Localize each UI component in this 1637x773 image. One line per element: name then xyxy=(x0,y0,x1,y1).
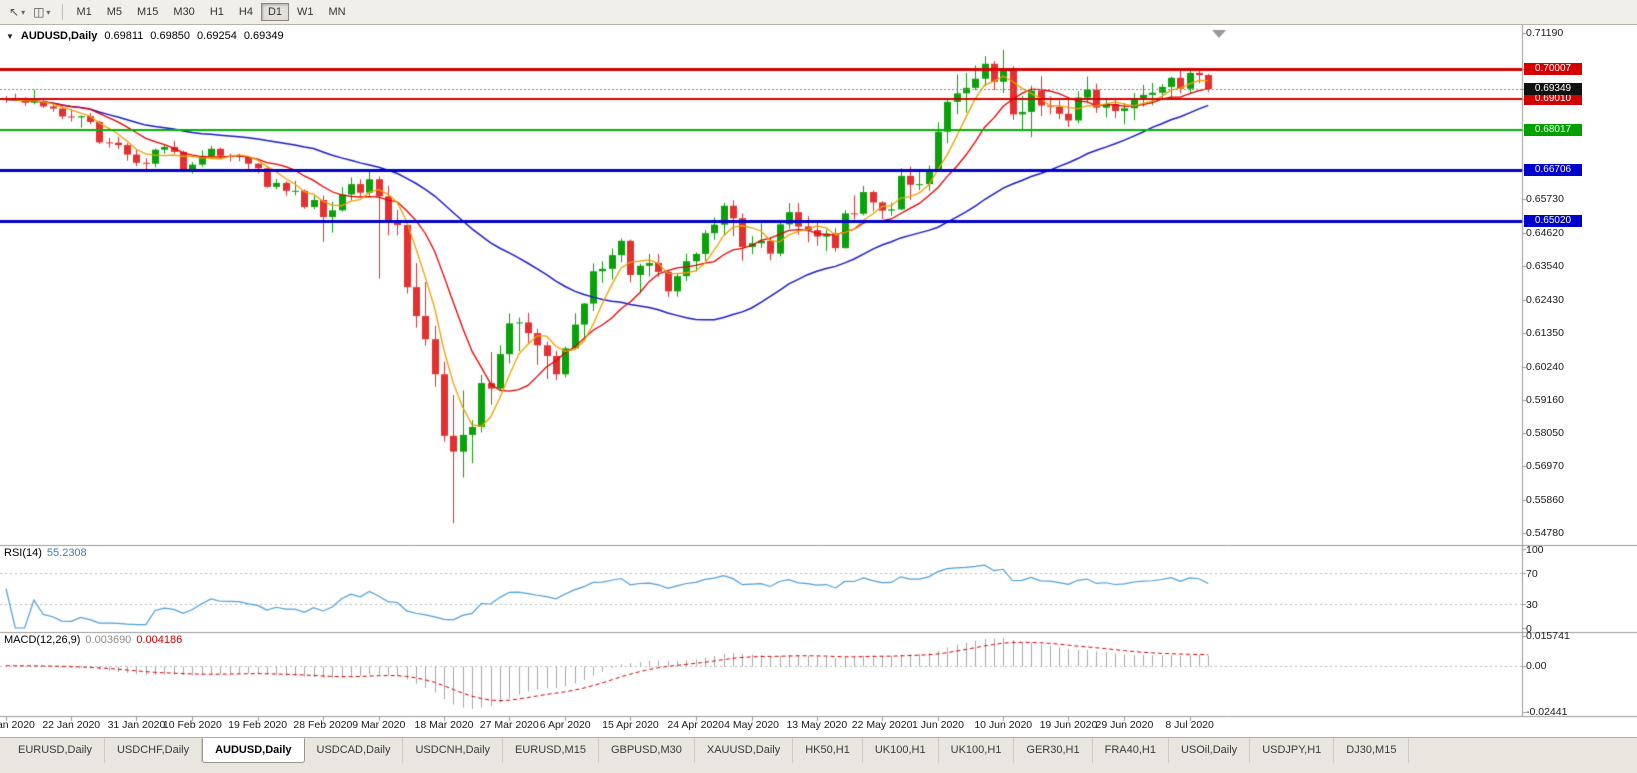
chart-tab-usoil-daily[interactable]: USOil,Daily xyxy=(1169,738,1251,763)
chart-tab-dj30-m15[interactable]: DJ30,M15 xyxy=(1334,738,1410,763)
price-tag-support-price: 0.65020 xyxy=(1524,214,1582,227)
rsi-value: 55.2308 xyxy=(46,547,87,559)
date-axis-label: 1 Jun 2020 xyxy=(912,719,964,731)
macd-axis-label: 0.015741 xyxy=(1526,630,1570,642)
chart-tab-ger30-h1[interactable]: GER30,H1 xyxy=(1014,738,1093,763)
date-axis-label: 4 May 2020 xyxy=(724,719,780,731)
price-axis-label: 0.60240 xyxy=(1526,360,1564,373)
price-axis-label: 0.55860 xyxy=(1526,494,1564,507)
macd-axis-label: 0.00 xyxy=(1526,659,1547,672)
date-axis-label: 15 Apr 2020 xyxy=(602,719,659,731)
date-axis-label: 27 Mar 2020 xyxy=(479,719,539,731)
rsi-axis-label: 30 xyxy=(1526,599,1538,612)
toolbar-tools: ↖ ▾ ◫ ▾ xyxy=(5,4,54,20)
date-axis-label: 9 Mar 2020 xyxy=(352,719,406,731)
date-axis-label: 22 Jan 2020 xyxy=(42,719,101,731)
date-axis-label: 22 May 2020 xyxy=(851,719,913,731)
date-axis-label: 10 Feb 2020 xyxy=(162,719,222,731)
chart-type-icon[interactable]: ◫ xyxy=(33,5,45,19)
price-axis-label: 0.63540 xyxy=(1526,260,1564,273)
chart-high-value: 0.69850 xyxy=(150,30,191,42)
date-axis-label: 8 Jul 2020 xyxy=(1165,719,1214,731)
timeframe-button-m1[interactable]: M1 xyxy=(76,6,92,18)
macd-signal-value: 0.004186 xyxy=(136,634,183,646)
timeframe-toolbar: M1 M5 M15 M30 H1 H4 D1 W1 MN xyxy=(69,3,352,21)
chart-tab-usdjpy-h1[interactable]: USDJPY,H1 xyxy=(1250,738,1335,763)
date-axis-label: 10 Jun 2020 xyxy=(974,719,1033,731)
timeframe-button-mn[interactable]: MN xyxy=(328,6,346,18)
date-axis-label: 29 Jun 2020 xyxy=(1095,719,1154,731)
chart-tab-uk100-h1[interactable]: UK100,H1 xyxy=(863,738,939,763)
timeframe-button-h1[interactable]: H1 xyxy=(209,6,224,18)
dropdown-caret-icon[interactable]: ▾ xyxy=(21,7,26,17)
date-axis-label: 13 Jan 2020 xyxy=(0,719,35,731)
chart-window: ▼ AUDUSD,Daily 0.69811 0.69850 0.69254 0… xyxy=(0,25,1637,737)
price-tag-resistance-price: 0.70007 xyxy=(1524,63,1582,76)
macd-axis-label: -0.02441 xyxy=(1526,706,1568,718)
chart-tab-audusd-daily[interactable]: AUDUSD,Daily xyxy=(202,738,305,763)
chart-low-value: 0.69254 xyxy=(197,30,237,42)
chart-tab-xauusd-daily[interactable]: XAUUSD,Daily xyxy=(695,738,794,763)
chart-tab-eurusd-m15[interactable]: EURUSD,M15 xyxy=(503,738,599,763)
macd-value: 0.003690 xyxy=(85,634,132,646)
timeframe-button-m5[interactable]: M5 xyxy=(106,6,122,18)
macd-name: MACD(12,26,9) xyxy=(4,634,81,646)
timeframe-button-m30[interactable]: M30 xyxy=(173,6,195,18)
price-axis-label: 0.58050 xyxy=(1526,427,1564,440)
price-tag-support-price: 0.68017 xyxy=(1524,123,1582,136)
timeframe-button-w1[interactable]: W1 xyxy=(297,6,314,18)
price-chart-canvas[interactable] xyxy=(0,25,1637,737)
rsi-axis-label: 0 xyxy=(1526,623,1532,635)
date-axis-label: 24 Apr 2020 xyxy=(667,719,724,731)
price-axis-label: 0.56970 xyxy=(1526,460,1564,473)
date-axis-label: 19 Jun 2020 xyxy=(1039,719,1098,731)
date-axis-label: 19 Feb 2020 xyxy=(228,719,288,731)
toolbar-separator xyxy=(62,4,64,20)
chart-title: ▼ AUDUSD,Daily 0.69811 0.69850 0.69254 0… xyxy=(6,30,284,42)
chart-close-value: 0.69349 xyxy=(243,30,284,42)
date-axis-label: 18 Mar 2020 xyxy=(414,719,474,731)
window-bottom-strip xyxy=(0,763,1637,773)
chart-tab-usdcad-daily[interactable]: USDCAD,Daily xyxy=(305,738,404,763)
price-tag-current-price: 0.69349 xyxy=(1524,83,1582,96)
toolbar: ↖ ▾ ◫ ▾ M1 M5 M15 M30 H1 H4 D1 W1 MN xyxy=(0,0,1637,25)
price-tag-support-price: 0.66706 xyxy=(1524,163,1582,176)
timeframe-button-d1[interactable]: D1 xyxy=(260,3,289,21)
cursor-tool-icon[interactable]: ↖ xyxy=(9,5,20,19)
chart-tab-hk50-h1[interactable]: HK50,H1 xyxy=(793,738,863,763)
timeframe-button-m15[interactable]: M15 xyxy=(137,6,159,18)
date-axis-label: 28 Feb 2020 xyxy=(293,719,353,731)
date-axis-label: 6 Apr 2020 xyxy=(539,719,591,731)
rsi-name: RSI(14) xyxy=(4,547,42,559)
date-axis-label: 13 May 2020 xyxy=(786,719,848,731)
chart-tab-fra40-h1[interactable]: FRA40,H1 xyxy=(1093,738,1169,763)
dropdown-caret-icon[interactable]: ▾ xyxy=(46,7,51,17)
rsi-axis-label: 100 xyxy=(1526,544,1544,556)
chart-tabbar: EURUSD,Daily USDCHF,Daily AUDUSD,Daily USDC… xyxy=(0,737,1637,763)
chart-tab-uk100-h1[interactable]: UK100,H1 xyxy=(939,738,1015,763)
timeframe-button-h4[interactable]: H4 xyxy=(238,6,253,18)
price-axis-label: 0.64620 xyxy=(1526,227,1564,240)
rsi-axis-label: 70 xyxy=(1526,567,1538,580)
chart-open-value: 0.69811 xyxy=(104,30,144,42)
chart-tab-usdcnh-daily[interactable]: USDCNH,Daily xyxy=(403,738,504,763)
price-tag-resistance-price: 0.69010 xyxy=(1524,93,1582,106)
price-axis-label: 0.59160 xyxy=(1526,393,1564,406)
symbol-dropdown-icon[interactable]: ▼ xyxy=(6,31,14,41)
chart-tab-usdchf-daily[interactable]: USDCHF,Daily xyxy=(105,738,203,763)
chart-tab-gbpusd-m30[interactable]: GBPUSD,M30 xyxy=(599,738,695,763)
chart-symbol-period: AUDUSD,Daily xyxy=(20,30,98,42)
price-axis-label: 0.62430 xyxy=(1526,293,1564,306)
rsi-label: RSI(14) 55.2308 xyxy=(4,547,92,559)
price-axis-label: 0.54780 xyxy=(1526,527,1564,539)
price-axis-label: 0.61350 xyxy=(1526,326,1564,339)
price-axis-label: 0.65730 xyxy=(1526,193,1564,206)
chart-tab-eurusd-daily[interactable]: EURUSD,Daily xyxy=(6,738,105,763)
date-axis-label: 31 Jan 2020 xyxy=(107,719,166,731)
price-axis-label: 0.71190 xyxy=(1526,27,1564,39)
macd-label: MACD(12,26,9) 0.003690 0.004186 xyxy=(4,634,187,646)
